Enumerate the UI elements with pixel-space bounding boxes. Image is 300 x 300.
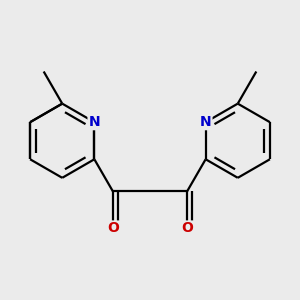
Text: O: O <box>181 221 193 236</box>
Text: O: O <box>107 221 119 236</box>
Text: N: N <box>88 115 100 129</box>
Text: N: N <box>200 115 212 129</box>
